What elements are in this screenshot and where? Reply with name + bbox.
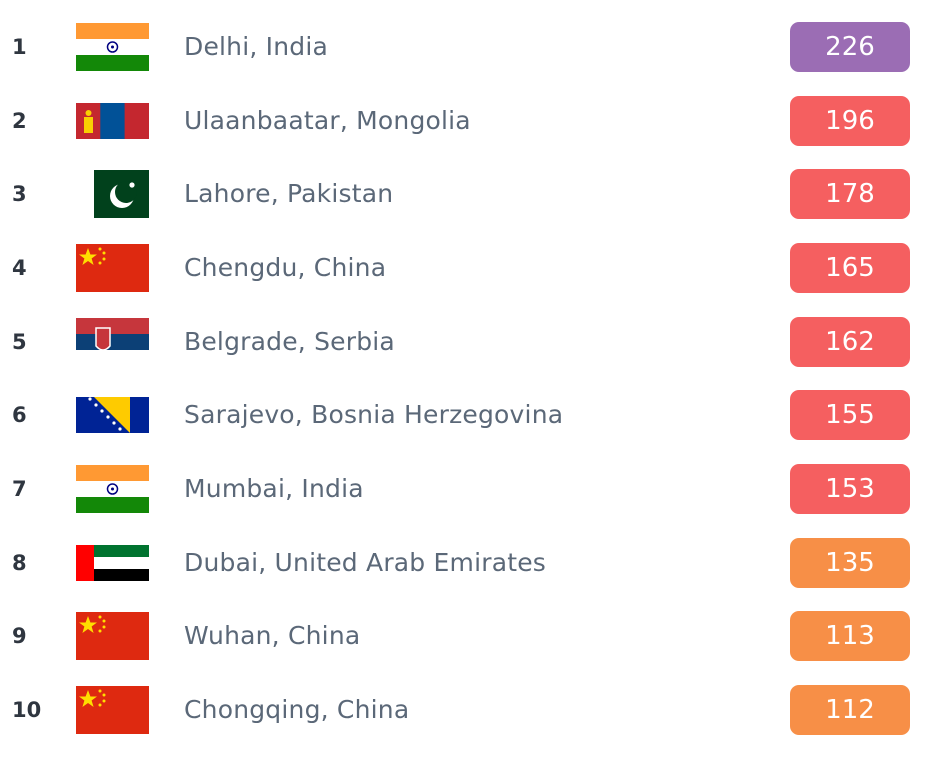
aqi-badge: 178 — [790, 169, 910, 220]
aqi-badge: 112 — [790, 685, 910, 736]
city-name: Wuhan, China — [184, 621, 361, 651]
rank-number: 10 — [12, 698, 42, 723]
rank-number: 8 — [12, 550, 27, 575]
list-item: 7 Mumbai, India 153 — [0, 452, 940, 526]
aqi-badge: 113 — [790, 611, 910, 662]
city-name: Ulaanbaatar, Mongolia — [184, 105, 471, 135]
list-item: 3 Lahore, Pakistan 178 — [0, 157, 940, 231]
city-name: Chengdu, China — [184, 252, 387, 282]
rank-number: 6 — [12, 403, 27, 428]
aqi-badge: 155 — [790, 390, 910, 441]
city-name: Sarajevo, Bosnia Herzegovina — [184, 400, 564, 430]
list-item: 8 Dubai, United Arab Emirates 135 — [0, 526, 940, 600]
rank-number: 3 — [12, 182, 27, 207]
city-name: Chongqing, China — [184, 694, 410, 724]
city-ranking-list: 1 Delhi, India 226 2 Ulaanbaatar, Mongolia 19… — [0, 10, 940, 747]
rank-number: 4 — [12, 255, 27, 280]
city-name: Lahore, Pakistan — [184, 179, 394, 209]
list-item: 10 Chongqing, China 112 — [0, 673, 940, 747]
list-item: 2 Ulaanbaatar, Mongolia 196 — [0, 84, 940, 158]
city-name: Belgrade, Serbia — [184, 326, 395, 356]
list-item: 6 Sarajevo, Bosnia Herzegovina 155 — [0, 378, 940, 452]
aqi-badge: 162 — [790, 316, 910, 367]
city-name: Delhi, India — [184, 31, 329, 61]
rank-number: 1 — [12, 34, 27, 59]
list-item: 5 Belgrade, Serbia 162 — [0, 305, 940, 379]
list-item: 1 Delhi, India 226 — [0, 10, 940, 84]
rank-number: 9 — [12, 624, 27, 649]
rank-number: 7 — [12, 476, 27, 501]
city-name: Dubai, United Arab Emirates — [184, 547, 547, 577]
aqi-badge: 226 — [790, 21, 910, 72]
list-item: 9 Wuhan, China 113 — [0, 600, 940, 674]
city-name: Mumbai, India — [184, 473, 364, 503]
rank-number: 5 — [12, 329, 27, 354]
aqi-badge: 165 — [790, 242, 910, 293]
rank-number: 2 — [12, 108, 27, 133]
aqi-badge: 135 — [790, 537, 910, 588]
list-item: 4 Chengdu, China 165 — [0, 231, 940, 305]
aqi-badge: 153 — [790, 463, 910, 514]
aqi-badge: 196 — [790, 95, 910, 146]
